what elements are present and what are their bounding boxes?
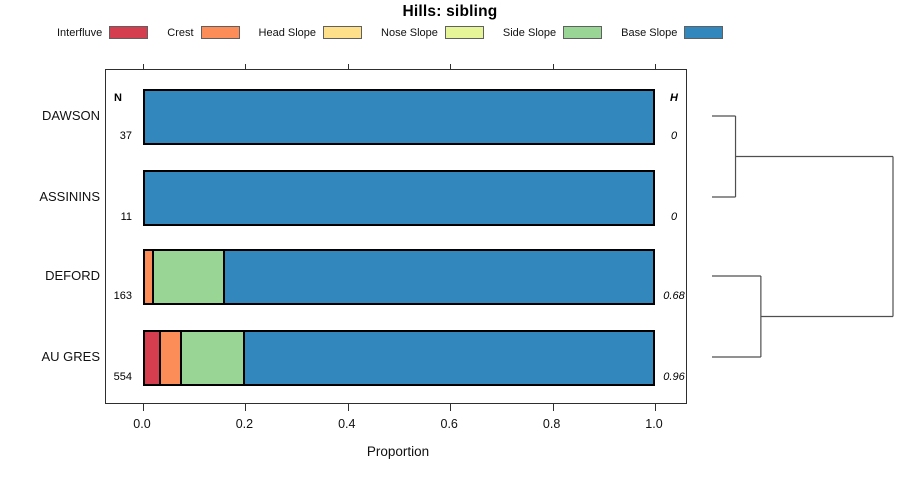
stacked-bar-dawson [143,89,655,145]
column-header-h: H [670,92,678,104]
legend-label: Side Slope [502,26,557,39]
row-label-deford: DEFORD [45,268,100,283]
bar-segment-interfluve [145,332,159,384]
axis-tick [655,64,656,70]
legend-swatch-icon [200,26,240,39]
axis-tick [143,64,144,70]
axis-tick [143,404,144,411]
legend-item-crest: Crest [167,26,240,39]
x-tick-label: 0.4 [338,417,356,431]
bar-segment-base-slope [223,251,653,303]
bar-segment-base-slope [145,91,653,143]
legend: Interfluve Crest Head Slope Nose Slope Side … [57,26,724,39]
legend-item-base-slope: Base Slope [621,26,724,39]
plot-area [105,64,687,411]
legend-swatch-icon [323,26,363,39]
h-value: 0.96 [663,370,685,383]
legend-label: Interfluve [57,26,103,39]
h-value: 0.68 [663,289,685,302]
n-value: 11 [120,210,132,223]
stacked-bar-au-gres [143,330,655,386]
legend-item-nose-slope: Nose Slope [381,26,484,39]
legend-label: Nose Slope [381,26,438,39]
row-label-dawson: DAWSON [41,108,100,123]
x-tick-label: 0.8 [542,417,561,431]
axis-tick [655,404,656,411]
x-tick-label: 0.2 [235,417,254,431]
legend-swatch-icon [444,26,484,39]
stacked-bar-deford [143,249,655,305]
legend-item-interfluve: Interfluve [57,26,149,39]
legend-item-side-slope: Side Slope [502,26,603,39]
legend-label: Crest [167,26,194,39]
h-value: 0 [670,210,678,223]
legend-label: Base Slope [621,26,678,39]
bar-segment-crest [158,332,181,384]
axis-tick [552,64,554,70]
legend-item-head-slope: Head Slope [259,26,363,39]
x-axis-label: Proportion [366,444,430,459]
x-tick-label: 0.0 [133,417,151,431]
legend-swatch-icon [109,26,149,39]
bar-segment-crest [145,251,153,303]
n-value: 554 [113,370,132,383]
axis-tick [552,404,554,411]
bar-segment-side-slope [152,251,224,303]
n-value: 163 [113,289,132,302]
axis-tick [450,64,452,70]
x-tick-label: 0.6 [440,417,458,431]
legend-swatch-icon [684,26,724,39]
bar-segment-base-slope [243,332,653,384]
axis-tick [450,404,452,411]
bar-segment-base-slope [145,172,653,224]
legend-swatch-icon [563,26,603,39]
row-label-au-gres: AU GRES [41,349,100,364]
n-value: 37 [119,129,132,142]
legend-label: Head Slope [258,26,317,39]
axis-tick [347,64,349,70]
bar-segment-side-slope [180,332,244,384]
stacked-bar-assinins [143,170,655,226]
chart-title: Hills: sibling [402,3,498,20]
axis-tick [245,404,247,411]
axis-tick [347,404,349,411]
row-label-assinins: ASSININS [39,189,100,204]
x-tick-label: 1.0 [645,417,663,431]
column-header-n: N [114,92,122,104]
h-value: 0 [670,129,678,142]
axis-tick [245,64,247,70]
